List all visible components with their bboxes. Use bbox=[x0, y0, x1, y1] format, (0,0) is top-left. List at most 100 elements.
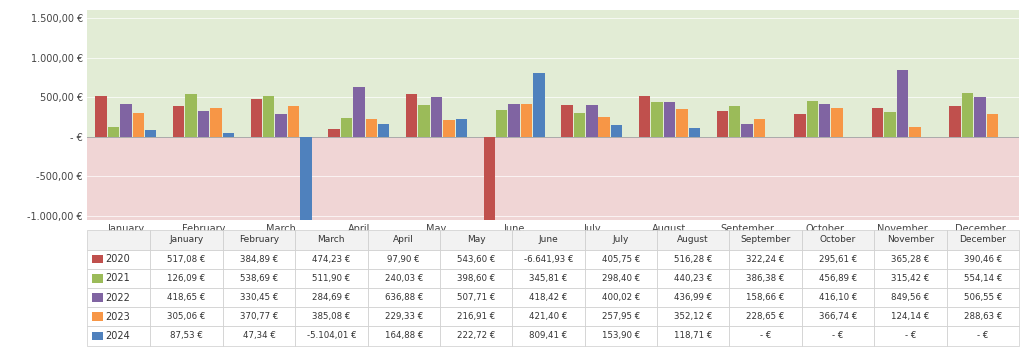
Bar bbox=[145, 130, 157, 137]
Bar bbox=[657, 269, 729, 288]
Bar bbox=[657, 307, 729, 326]
Text: December: December bbox=[959, 236, 1007, 244]
Bar bbox=[651, 102, 663, 137]
Bar bbox=[353, 87, 365, 137]
Bar bbox=[368, 269, 440, 288]
Text: - €: - € bbox=[760, 332, 771, 340]
Bar bbox=[585, 230, 657, 250]
Bar bbox=[657, 326, 729, 346]
Bar bbox=[688, 127, 700, 137]
Bar bbox=[295, 269, 368, 288]
Text: 636,88 €: 636,88 € bbox=[385, 293, 423, 302]
Text: 2022: 2022 bbox=[105, 292, 130, 303]
Bar bbox=[440, 250, 512, 269]
Bar bbox=[802, 307, 874, 326]
Text: - €: - € bbox=[977, 332, 988, 340]
Text: 809,41 €: 809,41 € bbox=[529, 332, 567, 340]
Bar bbox=[440, 307, 512, 326]
Text: 284,69 €: 284,69 € bbox=[312, 293, 350, 302]
Bar bbox=[295, 288, 368, 307]
Bar bbox=[512, 269, 585, 288]
Bar bbox=[802, 250, 874, 269]
Bar bbox=[251, 99, 262, 137]
Bar bbox=[946, 288, 1019, 307]
Text: 345,81 €: 345,81 € bbox=[529, 274, 567, 283]
Bar bbox=[802, 288, 874, 307]
Text: July: July bbox=[612, 236, 629, 244]
Bar bbox=[222, 133, 234, 137]
Text: 126,09 €: 126,09 € bbox=[168, 274, 206, 283]
Text: 370,77 €: 370,77 € bbox=[240, 312, 279, 321]
Bar bbox=[512, 326, 585, 346]
Bar bbox=[151, 269, 223, 288]
Text: 288,63 €: 288,63 € bbox=[964, 312, 1001, 321]
Bar bbox=[120, 104, 131, 137]
Bar bbox=[87, 307, 151, 326]
Text: 87,53 €: 87,53 € bbox=[170, 332, 203, 340]
Bar bbox=[173, 106, 184, 137]
Bar bbox=[885, 112, 896, 137]
Bar bbox=[871, 108, 884, 137]
Bar bbox=[585, 326, 657, 346]
Bar bbox=[92, 274, 103, 283]
Text: April: April bbox=[393, 236, 414, 244]
Text: 554,14 €: 554,14 € bbox=[964, 274, 1001, 283]
Bar bbox=[729, 230, 802, 250]
Bar bbox=[512, 288, 585, 307]
Bar bbox=[807, 101, 818, 137]
Text: 511,90 €: 511,90 € bbox=[312, 274, 350, 283]
Bar bbox=[657, 250, 729, 269]
Bar bbox=[295, 250, 368, 269]
Bar bbox=[108, 127, 119, 137]
Text: -6.641,93 €: -6.641,93 € bbox=[523, 255, 573, 263]
Bar bbox=[443, 120, 455, 137]
Bar bbox=[87, 269, 151, 288]
Bar bbox=[909, 127, 921, 137]
Text: 305,06 €: 305,06 € bbox=[167, 312, 206, 321]
Bar bbox=[874, 250, 946, 269]
Bar bbox=[419, 105, 430, 137]
Bar bbox=[132, 113, 144, 137]
Bar bbox=[874, 326, 946, 346]
Bar bbox=[288, 106, 299, 137]
Text: 456,89 €: 456,89 € bbox=[819, 274, 857, 283]
Text: 386,38 €: 386,38 € bbox=[746, 274, 784, 283]
Bar bbox=[431, 97, 442, 137]
Bar bbox=[440, 326, 512, 346]
Bar bbox=[874, 307, 946, 326]
Text: January: January bbox=[169, 236, 204, 244]
Bar bbox=[440, 288, 512, 307]
Bar bbox=[406, 94, 418, 137]
Bar bbox=[151, 307, 223, 326]
Text: June: June bbox=[539, 236, 558, 244]
Bar bbox=[440, 230, 512, 250]
Bar bbox=[561, 105, 572, 137]
Bar bbox=[368, 230, 440, 250]
Bar bbox=[975, 97, 986, 137]
Bar bbox=[729, 250, 802, 269]
Bar bbox=[92, 293, 103, 302]
Text: 118,71 €: 118,71 € bbox=[674, 332, 713, 340]
Bar bbox=[341, 118, 352, 137]
Text: 538,69 €: 538,69 € bbox=[240, 274, 279, 283]
Text: 352,12 €: 352,12 € bbox=[674, 312, 713, 321]
Bar bbox=[573, 113, 585, 137]
Bar bbox=[521, 104, 532, 137]
Bar bbox=[534, 73, 545, 137]
Bar bbox=[585, 307, 657, 326]
Text: February: February bbox=[239, 236, 279, 244]
Bar bbox=[92, 255, 103, 263]
Bar bbox=[223, 250, 295, 269]
Bar bbox=[611, 125, 623, 137]
Bar bbox=[87, 326, 151, 346]
Text: March: March bbox=[317, 236, 345, 244]
Bar bbox=[585, 269, 657, 288]
Bar bbox=[512, 230, 585, 250]
Text: 295,61 €: 295,61 € bbox=[819, 255, 857, 263]
Text: 229,33 €: 229,33 € bbox=[385, 312, 423, 321]
Bar bbox=[802, 230, 874, 250]
Bar bbox=[802, 269, 874, 288]
Bar bbox=[368, 250, 440, 269]
Bar bbox=[754, 119, 765, 137]
Bar bbox=[657, 288, 729, 307]
